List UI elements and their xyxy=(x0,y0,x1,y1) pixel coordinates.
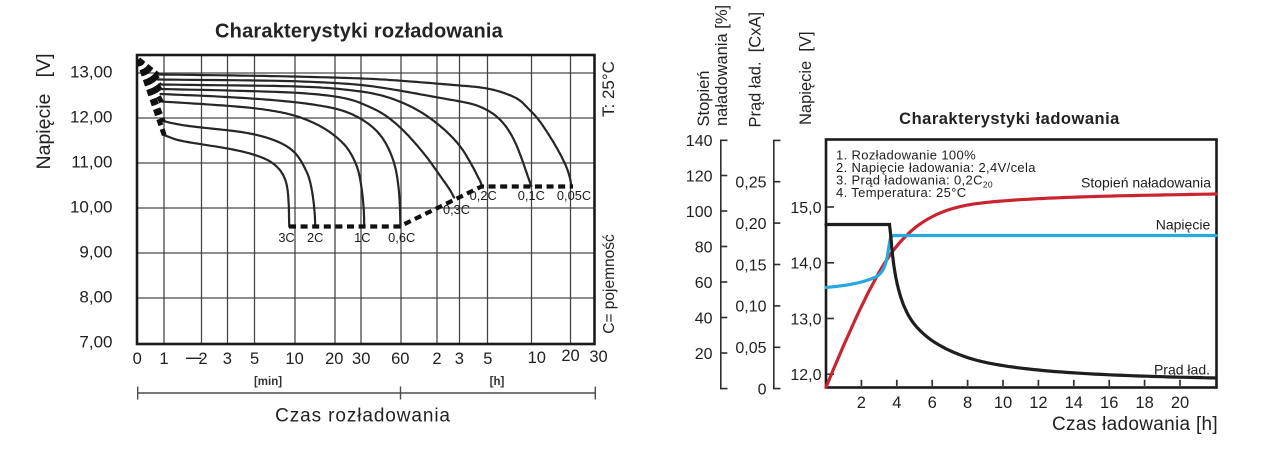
svg-text:13,00: 13,00 xyxy=(70,63,113,82)
svg-text:Charakterystyki ładowania: Charakterystyki ładowania xyxy=(899,110,1120,128)
svg-text:0,05: 0,05 xyxy=(735,340,766,357)
svg-text:60: 60 xyxy=(695,275,713,292)
svg-text:3: 3 xyxy=(455,350,464,368)
svg-text:Napięcie [V]: Napięcie [V] xyxy=(33,54,55,170)
svg-text:0,05C: 0,05C xyxy=(557,188,591,203)
svg-text:Napięcie [V]: Napięcie [V] xyxy=(797,31,815,125)
svg-text:Charakterystyki rozładowania: Charakterystyki rozładowania xyxy=(215,21,504,43)
svg-text:12,0: 12,0 xyxy=(790,367,821,384)
svg-text:Stopień naładowania: Stopień naładowania xyxy=(1081,175,1211,191)
svg-text:10: 10 xyxy=(528,349,546,367)
svg-text:10,00: 10,00 xyxy=(70,198,113,217)
svg-text:20: 20 xyxy=(1171,394,1189,412)
svg-text:Napięcie: Napięcie xyxy=(1156,216,1211,232)
svg-text:1: 1 xyxy=(159,350,168,368)
svg-text:12,00: 12,00 xyxy=(70,108,113,127)
svg-text:Prąd ład.: Prąd ład. xyxy=(1154,361,1210,377)
svg-text:20: 20 xyxy=(695,346,713,363)
svg-text:Czas ładowania [h]: Czas ładowania [h] xyxy=(1052,414,1218,435)
svg-text:0,1C: 0,1C xyxy=(518,188,545,203)
svg-text:Prąd ład. [CxA]: Prąd ład. [CxA] xyxy=(747,12,765,128)
svg-text:3. Prąd ładowania: 0,2C20: 3. Prąd ładowania: 0,2C20 xyxy=(836,173,993,190)
svg-text:2. Napięcie ładowania: 2,4V/ce: 2. Napięcie ładowania: 2,4V/cela xyxy=(836,160,1036,175)
svg-text:4. Temperatura: 25°C: 4. Temperatura: 25°C xyxy=(836,185,966,200)
svg-text:0,3C: 0,3C xyxy=(443,202,470,217)
svg-text:14: 14 xyxy=(1065,394,1083,412)
svg-text:naładowania [%]: naładowania [%] xyxy=(713,5,731,126)
svg-text:5: 5 xyxy=(250,350,259,368)
svg-text:Stopień: Stopień xyxy=(695,71,713,127)
svg-text:0: 0 xyxy=(758,381,767,398)
svg-text:13,0: 13,0 xyxy=(790,311,821,328)
svg-text:0,25: 0,25 xyxy=(735,175,766,192)
svg-text:9,00: 9,00 xyxy=(79,243,112,262)
svg-text:0,15: 0,15 xyxy=(735,257,766,274)
svg-text:2C: 2C xyxy=(307,230,323,245)
svg-text:15,0: 15,0 xyxy=(790,200,821,217)
svg-text:140: 140 xyxy=(686,133,713,150)
svg-text:0,20: 0,20 xyxy=(735,216,766,233)
svg-text:1. Rozładowanie 100%: 1. Rozładowanie 100% xyxy=(836,148,976,163)
svg-text:2: 2 xyxy=(198,350,207,368)
svg-text:Czas rozładowania: Czas rozładowania xyxy=(275,406,451,427)
svg-text:T: 25°C: T: 25°C xyxy=(599,61,618,117)
svg-text:16: 16 xyxy=(1100,394,1118,412)
svg-text:20: 20 xyxy=(561,347,579,365)
svg-text:40: 40 xyxy=(695,310,713,327)
svg-text:60: 60 xyxy=(391,350,409,368)
svg-text:0,6C: 0,6C xyxy=(388,230,415,245)
svg-text:10: 10 xyxy=(994,394,1012,412)
svg-text:8: 8 xyxy=(963,394,972,412)
svg-text:14,0: 14,0 xyxy=(790,256,821,273)
svg-text:8,00: 8,00 xyxy=(79,288,112,307)
svg-text:18: 18 xyxy=(1135,394,1153,412)
svg-text:30: 30 xyxy=(352,350,370,368)
svg-text:2: 2 xyxy=(432,350,441,368)
svg-text:120: 120 xyxy=(686,168,713,185)
svg-text:[h]: [h] xyxy=(490,376,505,388)
svg-text:[min]: [min] xyxy=(254,376,282,388)
svg-text:4: 4 xyxy=(892,394,901,412)
svg-text:10: 10 xyxy=(285,350,303,368)
svg-text:7,00: 7,00 xyxy=(79,333,112,352)
svg-text:11,00: 11,00 xyxy=(71,153,112,172)
svg-text:80: 80 xyxy=(695,239,713,256)
svg-text:5: 5 xyxy=(483,350,492,368)
svg-text:0: 0 xyxy=(133,350,142,368)
svg-text:0,10: 0,10 xyxy=(735,299,766,316)
svg-text:12: 12 xyxy=(1029,394,1047,412)
svg-text:0,2C: 0,2C xyxy=(470,188,497,203)
svg-text:C= pojemność: C= pojemność xyxy=(601,234,618,334)
svg-text:2: 2 xyxy=(857,394,866,412)
svg-text:20: 20 xyxy=(325,350,343,368)
svg-text:100: 100 xyxy=(686,204,713,221)
svg-text:1C: 1C xyxy=(354,230,370,245)
svg-text:3C: 3C xyxy=(278,230,294,245)
svg-text:30: 30 xyxy=(589,348,607,366)
svg-text:6: 6 xyxy=(928,394,937,412)
svg-text:3: 3 xyxy=(223,350,232,368)
